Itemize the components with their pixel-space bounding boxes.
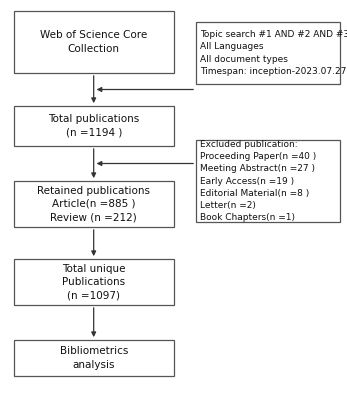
FancyBboxPatch shape (14, 11, 174, 73)
FancyBboxPatch shape (196, 140, 340, 222)
FancyBboxPatch shape (14, 181, 174, 227)
Text: Topic search #1 AND #2 AND #3
All Languages
All document types
Timespan: incepti: Topic search #1 AND #2 AND #3 All Langua… (200, 30, 347, 76)
Text: Bibliometrics
analysis: Bibliometrics analysis (59, 346, 128, 370)
Text: Web of Science Core
Collection: Web of Science Core Collection (40, 30, 147, 54)
FancyBboxPatch shape (14, 340, 174, 376)
Text: Excluded publication:
Proceeding Paper(n =40 )
Meeting Abstract(n =27 )
Early Ac: Excluded publication: Proceeding Paper(n… (200, 140, 316, 222)
FancyBboxPatch shape (196, 22, 340, 84)
Text: Total unique
Publications
(n =1097): Total unique Publications (n =1097) (62, 264, 125, 300)
FancyBboxPatch shape (14, 106, 174, 146)
FancyBboxPatch shape (14, 259, 174, 305)
Text: Total publications
(n =1194 ): Total publications (n =1194 ) (48, 114, 139, 138)
Text: Retained publications
Article(n =885 )
Review (n =212): Retained publications Article(n =885 ) R… (37, 186, 150, 222)
